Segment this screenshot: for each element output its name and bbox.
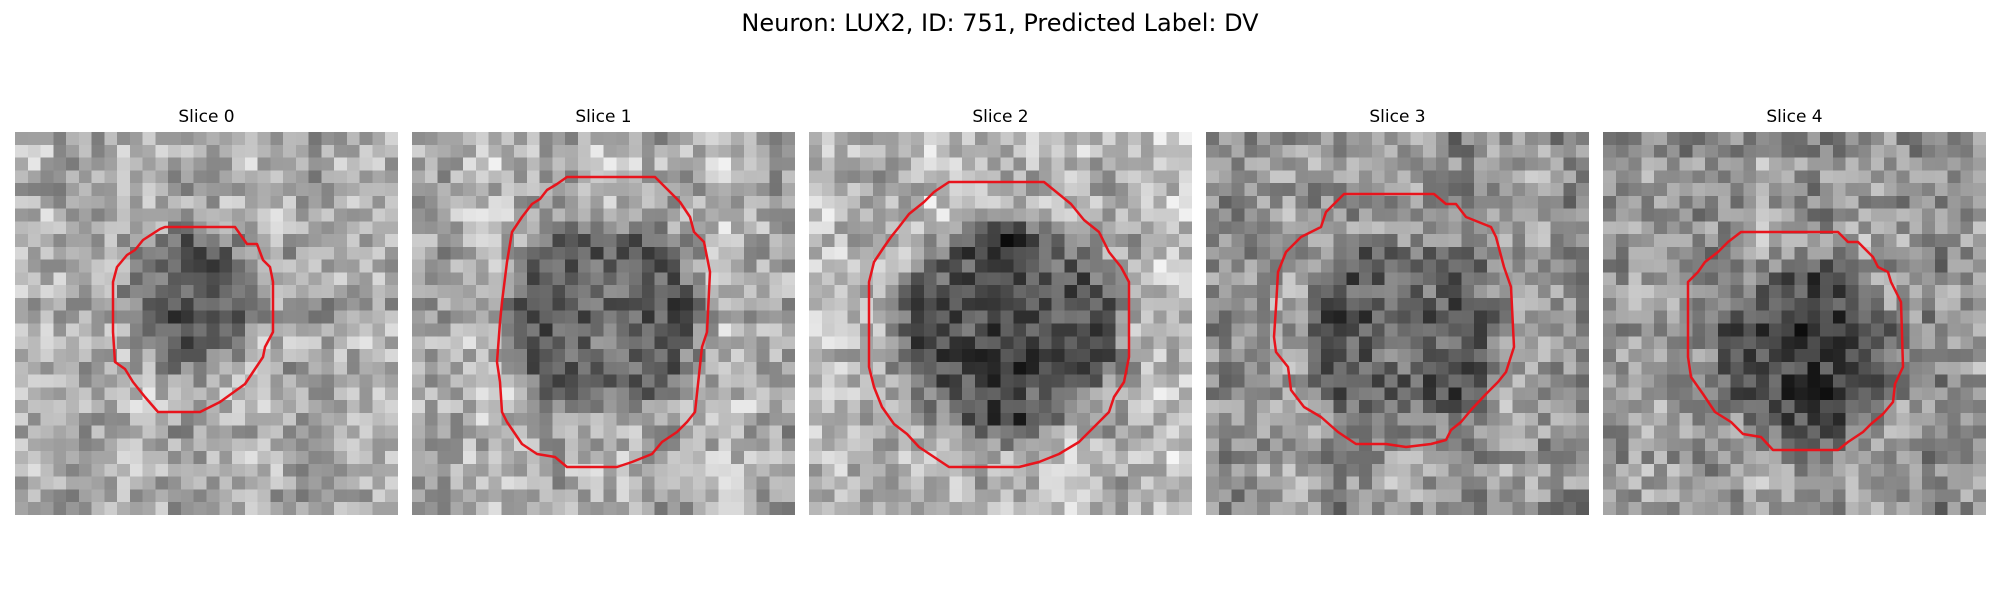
contour-overlay xyxy=(111,225,275,414)
figure-title: Neuron: LUX2, ID: 751, Predicted Label: … xyxy=(741,9,1259,37)
slice-image xyxy=(809,132,1192,515)
contour-outline xyxy=(495,175,712,469)
contour-outline xyxy=(867,180,1131,469)
grayscale-image xyxy=(1206,132,1589,515)
slice-image xyxy=(412,132,795,515)
slice-image xyxy=(15,132,398,515)
slice-title: Slice 2 xyxy=(972,107,1029,127)
slice-panel-0: Slice 0 xyxy=(15,107,398,515)
slice-title: Slice 1 xyxy=(575,107,632,127)
slice-panel-4: Slice 4 xyxy=(1603,107,1986,515)
contour-overlay xyxy=(1686,230,1905,452)
grayscale-image xyxy=(412,132,795,515)
contour-outline xyxy=(1272,192,1516,449)
slice-panel-3: Slice 3 xyxy=(1206,107,1589,515)
contour-outline xyxy=(1686,230,1905,452)
slice-title: Slice 0 xyxy=(178,107,235,127)
slice-panel-2: Slice 2 xyxy=(809,107,1192,515)
slice-panel-1: Slice 1 xyxy=(412,107,795,515)
contour-outline xyxy=(111,225,275,414)
slice-title: Slice 3 xyxy=(1369,107,1426,127)
contour-overlay xyxy=(1272,192,1516,449)
grayscale-image xyxy=(15,132,398,515)
slice-title: Slice 4 xyxy=(1766,107,1823,127)
slice-image xyxy=(1206,132,1589,515)
contour-overlay xyxy=(867,180,1131,469)
slice-image xyxy=(1603,132,1986,515)
contour-overlay xyxy=(495,175,712,469)
